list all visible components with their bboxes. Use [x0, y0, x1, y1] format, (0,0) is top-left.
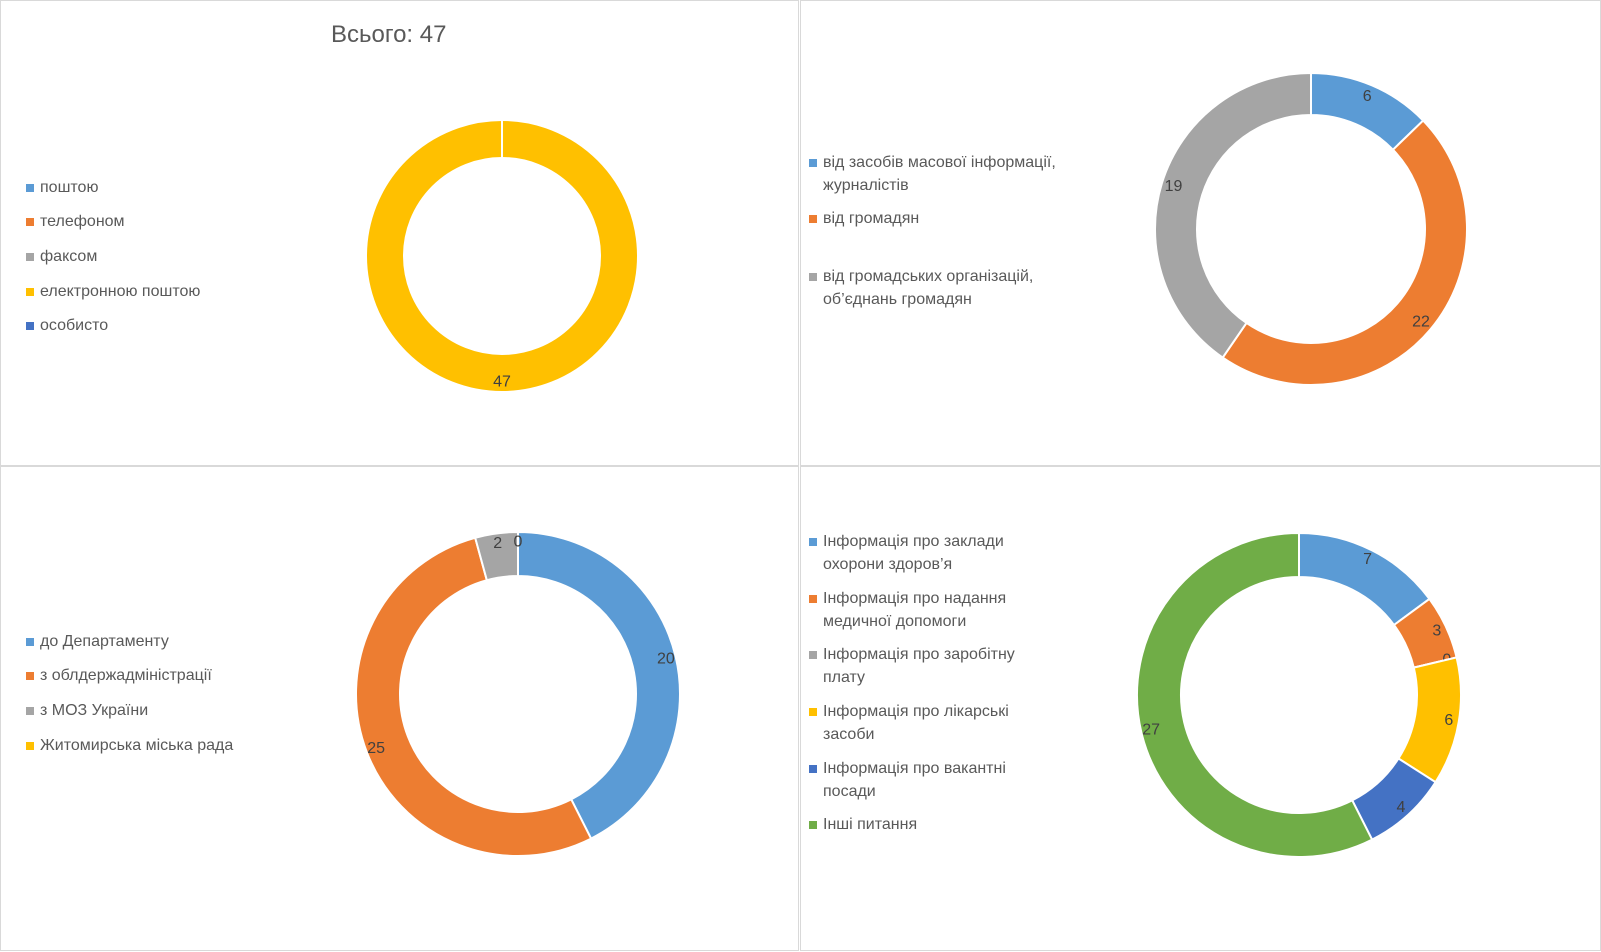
- legend-swatch: [809, 708, 817, 716]
- legend-swatch: [26, 288, 34, 296]
- chart-panel-request-source: від засобів масової інформації, журналіс…: [800, 0, 1601, 466]
- data-label: 6: [1363, 88, 1372, 105]
- legend-label: поштою: [40, 179, 99, 196]
- legend-item: телефоном: [26, 210, 286, 233]
- legend-swatch: [809, 821, 817, 829]
- legend-swatch: [26, 218, 34, 226]
- legend-swatch: [26, 742, 34, 750]
- data-label: 20: [657, 650, 675, 667]
- legend-item: особисто: [26, 314, 286, 337]
- legend-swatch: [26, 672, 34, 680]
- legend-label: особисто: [40, 317, 109, 334]
- legend-label: з МОЗ України: [40, 702, 149, 719]
- legend-item: електронною поштою: [26, 280, 286, 303]
- legend-label: електронною поштою: [40, 283, 201, 300]
- donut-slice: [1136, 531, 1374, 858]
- donut-chart: 7306427: [1136, 531, 1462, 858]
- chart-title: Всього: 47: [331, 21, 447, 48]
- legend-swatch: [26, 322, 34, 330]
- legend-swatch: [26, 707, 34, 715]
- donut-slice: [1221, 119, 1468, 386]
- legend-item: факсом: [26, 245, 286, 268]
- legend-label: до Департаменту: [40, 633, 169, 650]
- data-label: 19: [1165, 178, 1183, 195]
- data-label: 6: [1444, 712, 1453, 729]
- legend-item: від громадян: [809, 207, 1069, 230]
- legend-item: Інші питання: [809, 813, 1049, 836]
- legend-label: від громадян: [823, 210, 920, 227]
- donut-slice: [355, 536, 593, 857]
- legend-item: з облдержадміністрації: [26, 664, 286, 687]
- legend-swatch: [809, 273, 817, 281]
- donut-chart: 6 22 19: [1154, 71, 1468, 386]
- legend-label: від засобів масової інформації, журналіс…: [823, 154, 1056, 194]
- legend-label: Інформація про вакантні посади: [823, 760, 1006, 800]
- chart-panel-request-topic: Інформація про заклади охорони здоров’я …: [800, 466, 1601, 951]
- legend-label: Інші питання: [823, 816, 918, 833]
- legend-swatch: [26, 184, 34, 192]
- donut-chart: 20 25 2 0: [355, 530, 681, 857]
- legend-label: Інформація про заробітну плату: [823, 646, 1015, 686]
- legend-swatch: [809, 651, 817, 659]
- legend-swatch: [809, 765, 817, 773]
- data-label: 2: [493, 535, 502, 552]
- chart-panel-submission-method: Всього: 47 поштою телефоном факсом елект…: [0, 0, 799, 466]
- donut-chart: 047: [367, 120, 637, 391]
- data-label: 3: [1432, 623, 1441, 640]
- legend-item: від громадських організацій, об’єднань г…: [809, 265, 1069, 311]
- donut-slice: [367, 121, 637, 391]
- legend-label: з облдержадміністрації: [40, 667, 212, 684]
- data-label: 7: [1363, 551, 1372, 568]
- legend-item: з МОЗ України: [26, 699, 286, 722]
- legend-swatch: [809, 595, 817, 603]
- legend-item: Інформація про заробітну плату: [809, 643, 1049, 689]
- legend-item: Інформація про вакантні посади: [809, 757, 1049, 803]
- data-label: 25: [367, 740, 385, 757]
- data-label: 0: [514, 534, 523, 551]
- data-label: 27: [1142, 722, 1160, 739]
- legend-item: Житомирська міська рада: [26, 734, 286, 757]
- data-label: 47: [493, 374, 511, 391]
- legend-item: від засобів масової інформації, журналіс…: [809, 151, 1069, 197]
- legend-swatch: [809, 159, 817, 167]
- legend-label: Житомирська міська рада: [40, 737, 234, 754]
- legend-item: Інформація про заклади охорони здоров’я: [809, 530, 1049, 576]
- legend-label: факсом: [40, 248, 98, 265]
- legend-item: Інформація про надання медичної допомоги: [809, 587, 1049, 633]
- legend-swatch: [809, 215, 817, 223]
- legend-swatch: [26, 253, 34, 261]
- chart-panel-request-channel: до Департаменту з облдержадміністрації з…: [0, 466, 799, 951]
- legend-item: до Департаменту: [26, 630, 286, 653]
- legend-label: Інформація про лікарські засоби: [823, 703, 1009, 743]
- donut-slice: [517, 530, 681, 840]
- legend-label: Інформація про надання медичної допомоги: [823, 590, 1007, 630]
- legend-label: телефоном: [40, 213, 125, 230]
- donut-slice: [1298, 531, 1431, 627]
- donut-slice: [1154, 71, 1312, 360]
- legend-item: поштою: [26, 176, 286, 199]
- legend-item: Інформація про лікарські засоби: [809, 700, 1049, 746]
- legend-swatch: [26, 638, 34, 646]
- legend-label: від громадських організацій, об’єднань г…: [823, 268, 1034, 308]
- legend-swatch: [809, 538, 817, 546]
- legend-label: Інформація про заклади охорони здоров’я: [823, 533, 1004, 573]
- data-label: 4: [1397, 799, 1406, 816]
- data-label: 22: [1412, 313, 1430, 330]
